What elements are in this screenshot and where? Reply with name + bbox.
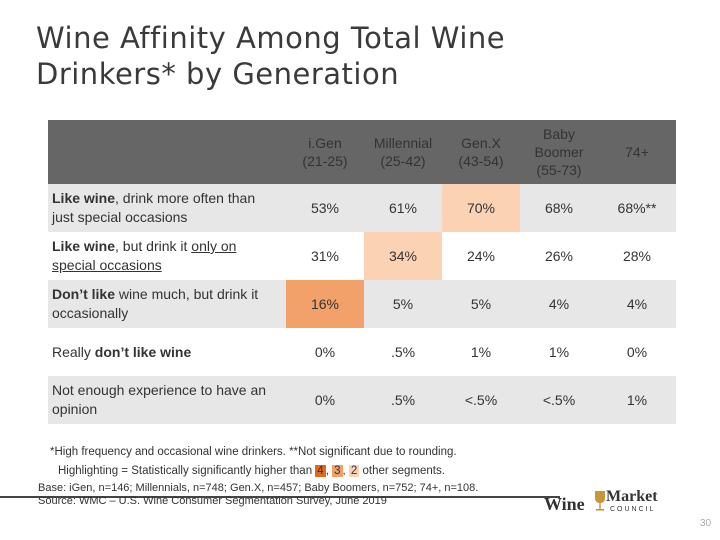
cell-value: 61%: [364, 184, 442, 232]
table-row: Like wine, but drink it only on special …: [48, 232, 676, 280]
table-row: Really don’t like wine 0% .5% 1% 1% 0%: [48, 328, 676, 376]
row-label: Really don’t like wine: [48, 328, 286, 376]
cell-value: 53%: [286, 184, 364, 232]
row-label: Not enough experience to have an opinion: [48, 376, 286, 424]
table-row: Not enough experience to have an opinion…: [48, 376, 676, 424]
wine-glass-icon: [595, 491, 605, 511]
legend-swatch-2: 2: [348, 465, 360, 477]
header-millennial: Millennial (25-42): [364, 120, 442, 184]
header-igen: i.Gen (21-25): [286, 120, 364, 184]
cell-value: .5%: [364, 376, 442, 424]
row-label: Like wine, but drink it only on special …: [48, 232, 286, 280]
cell-value: 24%: [442, 232, 520, 280]
highlight-legend: Highlighting = Statistically significant…: [58, 465, 445, 477]
cell-value: 28%: [598, 232, 676, 280]
footnote: *High frequency and occasional wine drin…: [50, 446, 457, 458]
footer-divider: [0, 496, 560, 498]
page-number: 30: [700, 518, 712, 529]
cell-value: 5%: [442, 280, 520, 328]
header-74-plus: 74+: [598, 120, 676, 184]
legend-swatch-4: 4: [315, 465, 326, 477]
cell-value: 4%: [520, 280, 598, 328]
cell-value: 1%: [442, 328, 520, 376]
cell-value: 0%: [598, 328, 676, 376]
cell-value-highlighted: 34%: [364, 232, 442, 280]
cell-value: 4%: [598, 280, 676, 328]
wine-market-council-logo: Wine Market COUNCIL: [544, 488, 658, 514]
header-blank-cell: [48, 120, 286, 184]
cell-value: 68%: [520, 184, 598, 232]
legend-swatch-3: 3: [332, 465, 343, 477]
cell-value: <.5%: [520, 376, 598, 424]
cell-value: 5%: [364, 280, 442, 328]
cell-value: 31%: [286, 232, 364, 280]
page-title: Wine Affinity Among Total Wine Drinkers*…: [36, 21, 506, 91]
cell-value-highlighted: 16%: [286, 280, 364, 328]
cell-value: .5%: [364, 328, 442, 376]
cell-value: 68%**: [598, 184, 676, 232]
cell-value: 26%: [520, 232, 598, 280]
header-genx: Gen.X (43-54): [442, 120, 520, 184]
cell-value-highlighted: 70%: [442, 184, 520, 232]
cell-value: 0%: [286, 376, 364, 424]
affinity-table: i.Gen (21-25) Millennial (25-42) Gen.X (43-…: [48, 120, 676, 424]
table-header-row: i.Gen (21-25) Millennial (25-42) Gen.X (43-…: [48, 120, 676, 184]
cell-value: 1%: [598, 376, 676, 424]
table-row: Don’t like wine much, but drink it occas…: [48, 280, 676, 328]
row-label: Don’t like wine much, but drink it occas…: [48, 280, 286, 328]
row-label: Like wine, drink more often than just sp…: [48, 184, 286, 232]
table-row: Like wine, drink more often than just sp…: [48, 184, 676, 232]
cell-value: <.5%: [442, 376, 520, 424]
base-source: Base: iGen, n=146; Millennials, n=748; G…: [38, 482, 479, 507]
header-baby-boomer: Baby Boomer (55-73): [520, 120, 598, 184]
cell-value: 1%: [520, 328, 598, 376]
cell-value: 0%: [286, 328, 364, 376]
